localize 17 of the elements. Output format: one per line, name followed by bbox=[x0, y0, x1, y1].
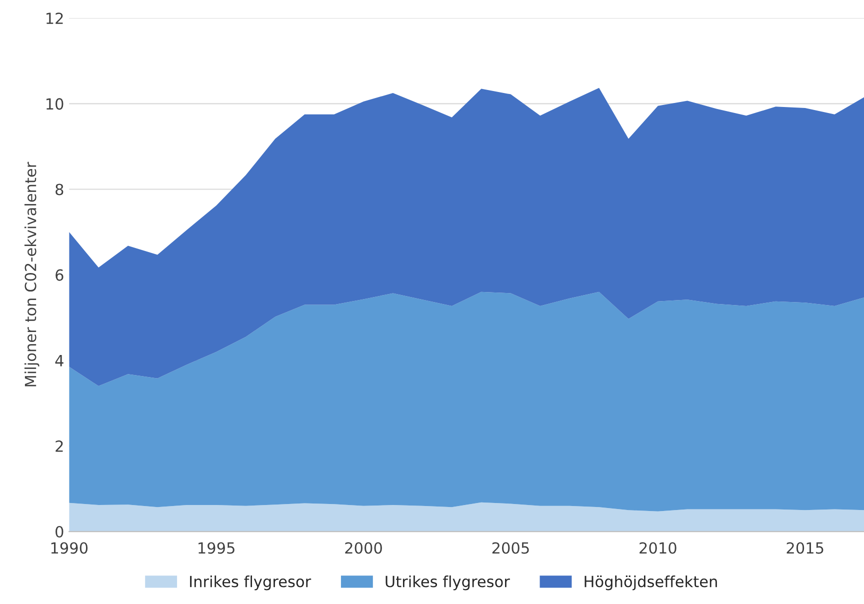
x-tick-label: 1995 bbox=[198, 542, 234, 554]
x-tick-label: 2010 bbox=[640, 542, 676, 554]
y-tick-label: 0 bbox=[56, 526, 64, 538]
x-tick-label: 2005 bbox=[492, 542, 529, 554]
y-tick-label: 6 bbox=[56, 269, 64, 281]
x-tick-label: 2000 bbox=[345, 542, 382, 554]
y-tick-label: 4 bbox=[55, 355, 64, 366]
legend-label: Utrikes flygresor bbox=[386, 575, 510, 590]
x-tick-label: 2015 bbox=[786, 542, 824, 554]
y-tick-label: 12 bbox=[46, 12, 63, 24]
x-tick-label: 1990 bbox=[51, 542, 88, 554]
y-tick-label: 2 bbox=[56, 440, 63, 452]
y-tick-label: 8 bbox=[56, 184, 64, 196]
legend-label: Höghöjdseffekten bbox=[584, 575, 717, 590]
y-axis-title: Miljoner ton C02-ekvivalenter bbox=[24, 162, 40, 386]
y-tick-label: 10 bbox=[46, 98, 64, 110]
legend-label: Inrikes flygresor bbox=[190, 575, 312, 590]
